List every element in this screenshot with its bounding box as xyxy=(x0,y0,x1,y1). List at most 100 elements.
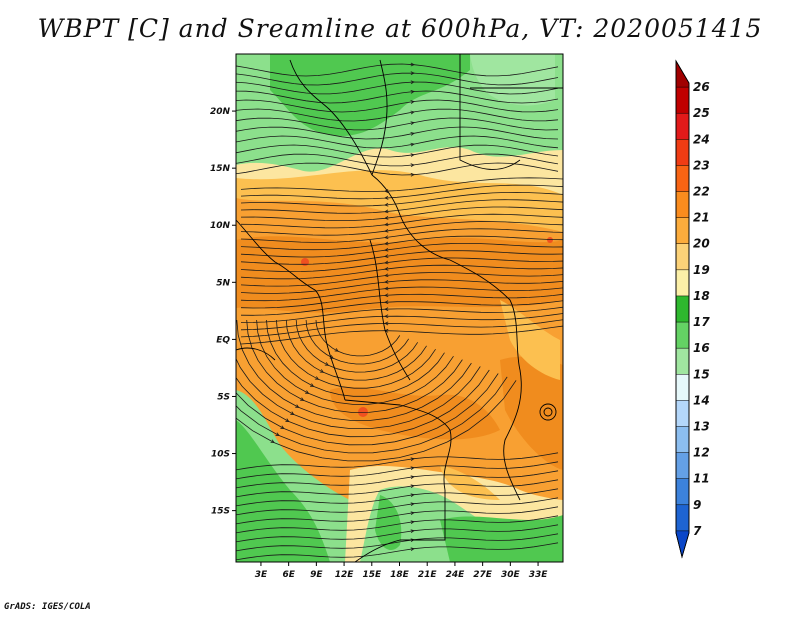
lat-tick-label: 20N xyxy=(210,107,231,117)
streamline-arrow xyxy=(290,411,295,415)
lon-tick-label: 33E xyxy=(529,570,549,580)
streamline-arrow xyxy=(410,110,415,115)
lat-tick-label: EQ xyxy=(216,335,230,345)
streamline-arrow xyxy=(410,520,415,525)
lon-tick-label: 30E xyxy=(501,570,521,580)
boundary-south-2 xyxy=(354,490,446,562)
boundary-east-2 xyxy=(503,369,522,501)
colorbar-level-label: 12 xyxy=(693,446,710,460)
colorbar-level-label: 9 xyxy=(693,498,701,512)
boundary-north-3 xyxy=(459,54,521,170)
streamline-arrow xyxy=(410,163,415,168)
plot-area xyxy=(236,54,563,562)
boundary-south-1 xyxy=(344,399,452,491)
lon-tick-label: 3E xyxy=(255,570,268,580)
streamline xyxy=(285,319,427,381)
streamline-arrow xyxy=(300,397,305,401)
streamline xyxy=(236,135,559,149)
streamline xyxy=(240,293,563,309)
streamline-arrow xyxy=(384,279,389,284)
lat-tick-label: 10N xyxy=(210,221,231,231)
streamline-arrow xyxy=(410,153,415,157)
streamline-arrow xyxy=(384,307,389,311)
streamline-arrow xyxy=(410,80,415,85)
streamline xyxy=(240,300,563,316)
colorbar-level-label: 20 xyxy=(693,237,710,251)
streamline-arrow xyxy=(384,241,389,246)
colorbar-segment xyxy=(676,426,689,454)
streamline xyxy=(236,506,559,525)
colorbar-segment xyxy=(676,243,689,271)
streamline-arrow xyxy=(410,142,415,147)
streamline xyxy=(236,99,559,113)
colorbar-segment xyxy=(676,530,689,557)
streamline-arrow xyxy=(384,293,389,298)
streamline xyxy=(240,257,563,273)
streamline xyxy=(240,313,563,331)
streamline xyxy=(236,81,559,95)
lon-tick-label: 12E xyxy=(335,570,355,580)
wbpt-19-20-region-southeast xyxy=(440,465,500,500)
streamline-arrow xyxy=(384,247,389,252)
streamline xyxy=(236,479,559,498)
vortex-east-core xyxy=(543,407,553,417)
streamline xyxy=(236,357,481,429)
streamline xyxy=(236,319,472,421)
longitude-axis: 3E 6E 9E 12E 15E 18E 21E 24E 27E 30E 33E xyxy=(255,562,549,580)
streamline-arrow xyxy=(309,383,315,387)
streamline-arrow xyxy=(314,376,320,380)
colorbar-level-label: 13 xyxy=(693,419,710,433)
vortex-east xyxy=(539,403,557,421)
map-title: WBPT [C] and Sreamline at 600hPa, VT: 20… xyxy=(37,14,763,43)
streamline xyxy=(236,470,559,489)
streamline xyxy=(236,144,559,158)
colorbar-level-label: 26 xyxy=(693,80,710,94)
streamline xyxy=(236,380,517,462)
lat-tick-label: 10S xyxy=(211,450,230,460)
wbpt-22-spot-west xyxy=(301,258,309,266)
streamline xyxy=(240,272,563,287)
lat-tick-label: 5N xyxy=(216,278,230,288)
colorbar-segment xyxy=(676,321,689,349)
streamline-arrow xyxy=(410,90,415,94)
streamline xyxy=(236,542,559,561)
streamline-arrow xyxy=(384,216,389,220)
latitude-axis: 20N 15N 10N 5N EQ 5S 10S 15S xyxy=(210,107,236,517)
streamline xyxy=(276,319,436,389)
streamline-arrow xyxy=(410,457,415,462)
streamline xyxy=(240,243,563,258)
streamline-arrow xyxy=(410,511,415,516)
streamline xyxy=(236,369,490,438)
streamline-arrow xyxy=(384,286,389,291)
colorbar-segment xyxy=(676,374,689,402)
streamline-arrow xyxy=(270,439,275,444)
streamline-arrow xyxy=(384,314,389,319)
wbpt-17-18-region-southeast xyxy=(440,515,563,562)
streamline xyxy=(236,461,559,480)
streamline xyxy=(236,515,559,534)
streamline-arrow xyxy=(410,547,415,552)
colorbar-segment xyxy=(676,295,689,323)
streamline xyxy=(236,72,559,86)
colorbar-segment xyxy=(676,400,689,428)
streamline xyxy=(236,153,559,167)
streamline xyxy=(236,488,559,507)
colorbar-level-label: 25 xyxy=(693,106,710,120)
streamline xyxy=(240,279,563,294)
streamline-arrow xyxy=(285,418,290,422)
lon-tick-label: 21E xyxy=(418,570,438,580)
lat-tick-label: 15S xyxy=(211,507,230,517)
streamline-arrow xyxy=(410,493,415,498)
colorbar-level-label: 11 xyxy=(693,472,710,486)
streamline xyxy=(236,117,559,131)
colorbar-segment xyxy=(676,165,689,193)
streamline-arrow xyxy=(410,172,415,177)
colorbar-level-label: 18 xyxy=(693,289,710,303)
streamline xyxy=(236,533,559,552)
streamline xyxy=(236,90,559,104)
colorbar-segment xyxy=(676,504,689,532)
wbpt-22-spot-south xyxy=(358,407,368,417)
colorbar-outline xyxy=(675,59,690,559)
lat-tick-label: 5S xyxy=(217,392,230,402)
